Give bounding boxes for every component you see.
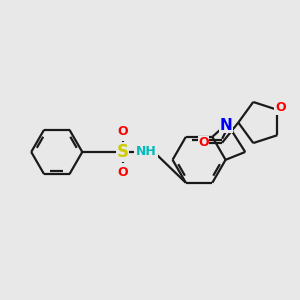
Text: O: O (117, 125, 128, 138)
Text: NH: NH (136, 146, 156, 158)
Text: S: S (116, 143, 128, 161)
Text: N: N (220, 118, 232, 133)
Text: O: O (117, 166, 128, 179)
Text: O: O (198, 136, 209, 149)
Text: O: O (275, 101, 286, 114)
